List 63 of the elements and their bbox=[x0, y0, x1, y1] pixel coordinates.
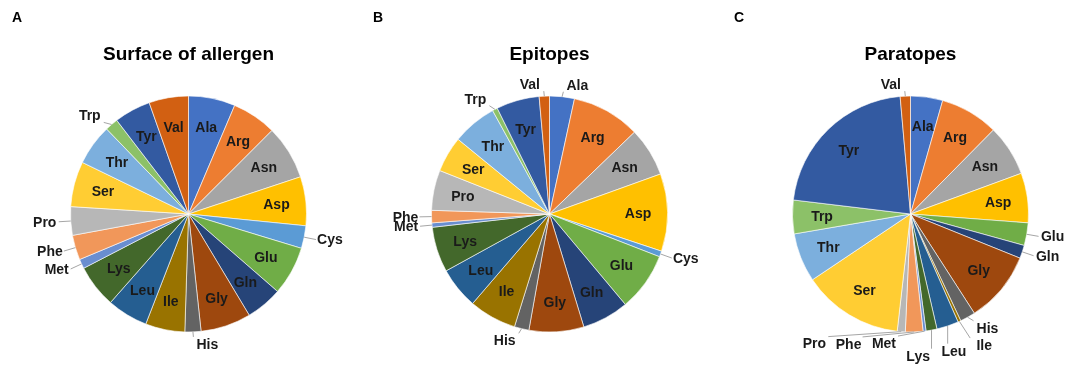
slice-label: Trp bbox=[464, 90, 487, 107]
slice-label: Tyr bbox=[135, 128, 158, 145]
slice-label: Val bbox=[880, 76, 901, 93]
slice-label: Asn bbox=[250, 159, 278, 176]
slice-label: Met bbox=[871, 334, 897, 351]
slice-label: Phe bbox=[835, 335, 862, 352]
slice-label: Asp bbox=[263, 196, 290, 213]
slice-label: Cys bbox=[672, 249, 699, 266]
slice-label: Pro bbox=[451, 187, 475, 204]
slice-label: His bbox=[493, 332, 516, 349]
slice-label: Gln bbox=[233, 273, 258, 290]
chart-title: Paratopes bbox=[864, 43, 957, 64]
slice-label: Tyr bbox=[515, 120, 537, 137]
slice-label: Met bbox=[44, 260, 70, 277]
slice-label: Gly bbox=[967, 262, 991, 279]
slice-label: Gly bbox=[543, 294, 567, 311]
slice-label: Tyr bbox=[838, 142, 860, 159]
slice-label: Ser bbox=[853, 281, 877, 298]
slice-label: Pro bbox=[802, 335, 826, 352]
slice-label: Thr bbox=[481, 137, 505, 154]
slice-label: Leu bbox=[468, 261, 494, 278]
slice-label: Arg bbox=[580, 128, 605, 145]
slice-label: Phe bbox=[37, 242, 63, 259]
slice-label: Trp bbox=[78, 107, 101, 124]
chart-title: Epitopes bbox=[509, 43, 590, 64]
slice-label: Cys bbox=[317, 231, 344, 248]
slice-label: Asn bbox=[611, 159, 638, 176]
slice-label: Ser bbox=[91, 183, 115, 200]
slice-label: Asp bbox=[984, 193, 1012, 210]
slice-label: Ile bbox=[976, 336, 993, 353]
slice-label: Ser bbox=[461, 161, 486, 178]
slice-label: Leu bbox=[941, 342, 967, 359]
slice-label: Leu bbox=[130, 281, 155, 298]
slice-label: Glu bbox=[609, 257, 634, 274]
text: A bbox=[12, 9, 23, 25]
slice-label: Gly bbox=[205, 289, 229, 306]
slice-label: Trp bbox=[811, 208, 833, 225]
slice-label: Asn bbox=[971, 158, 999, 175]
slice-label: Arg bbox=[225, 132, 251, 149]
slice-label: Thr bbox=[105, 153, 129, 170]
chart-title: Surface of allergen bbox=[102, 43, 275, 64]
text: C bbox=[734, 9, 745, 25]
slice-label: Ala bbox=[195, 119, 218, 136]
slice-label: Glu bbox=[1040, 228, 1065, 245]
slice-label: Thr bbox=[817, 238, 841, 255]
slice-label: Lys bbox=[906, 347, 931, 364]
slice-label: Glu bbox=[254, 248, 278, 265]
slice-label: Gln bbox=[579, 283, 604, 300]
slice-label: Val bbox=[519, 76, 540, 93]
slice-label: Ala bbox=[566, 76, 589, 93]
slice-label: Lys bbox=[453, 232, 478, 249]
slice-label: Pro bbox=[33, 213, 57, 230]
slice-label: Asp bbox=[624, 204, 652, 221]
slice-label: Lys bbox=[106, 260, 131, 277]
slice-label: Gln bbox=[1035, 247, 1060, 264]
slice-label: Val bbox=[163, 118, 184, 135]
slice-label: Ile bbox=[163, 292, 179, 309]
slice-label: Ala bbox=[911, 118, 934, 135]
slice-label: Ile bbox=[498, 283, 515, 300]
slice-label: His bbox=[196, 335, 219, 352]
text: B bbox=[373, 9, 384, 25]
slice-label: Arg bbox=[943, 129, 968, 146]
slice-label: His bbox=[976, 319, 999, 336]
